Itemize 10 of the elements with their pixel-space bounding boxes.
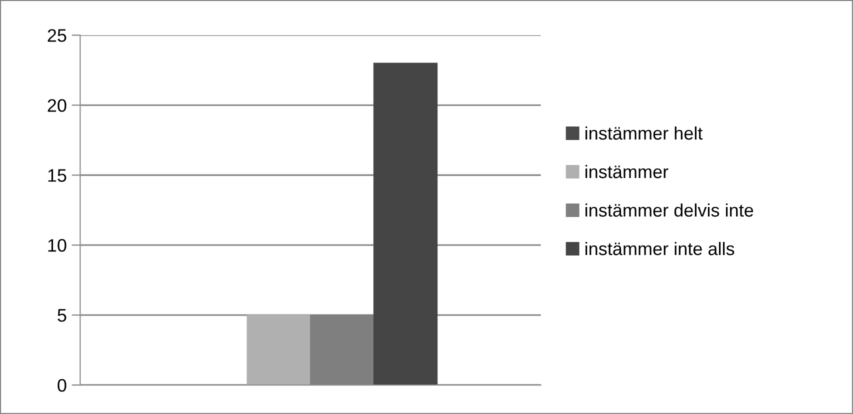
legend-label: instämmer delvis inte — [586, 203, 754, 217]
y-tick-label: 25 — [48, 29, 66, 42]
y-tick-label: 10 — [48, 239, 66, 252]
y-tick-label: 20 — [48, 99, 66, 112]
y-tick-label: 0 — [58, 378, 66, 392]
y-tick-label: 15 — [48, 169, 66, 182]
y-tick-label: 5 — [58, 309, 66, 322]
legend-label: instämmer — [586, 164, 668, 178]
legend-label: instämmer inte alls — [586, 242, 734, 256]
legend-label: instämmer helt — [586, 126, 703, 140]
